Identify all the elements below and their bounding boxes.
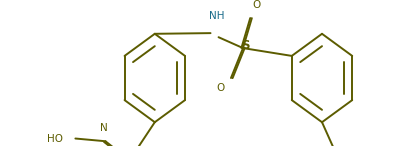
- Text: N: N: [99, 123, 107, 133]
- Text: O: O: [253, 0, 261, 10]
- Text: HO: HO: [47, 134, 63, 144]
- Text: O: O: [217, 84, 225, 93]
- Text: S: S: [241, 39, 249, 52]
- Text: NH: NH: [209, 11, 224, 21]
